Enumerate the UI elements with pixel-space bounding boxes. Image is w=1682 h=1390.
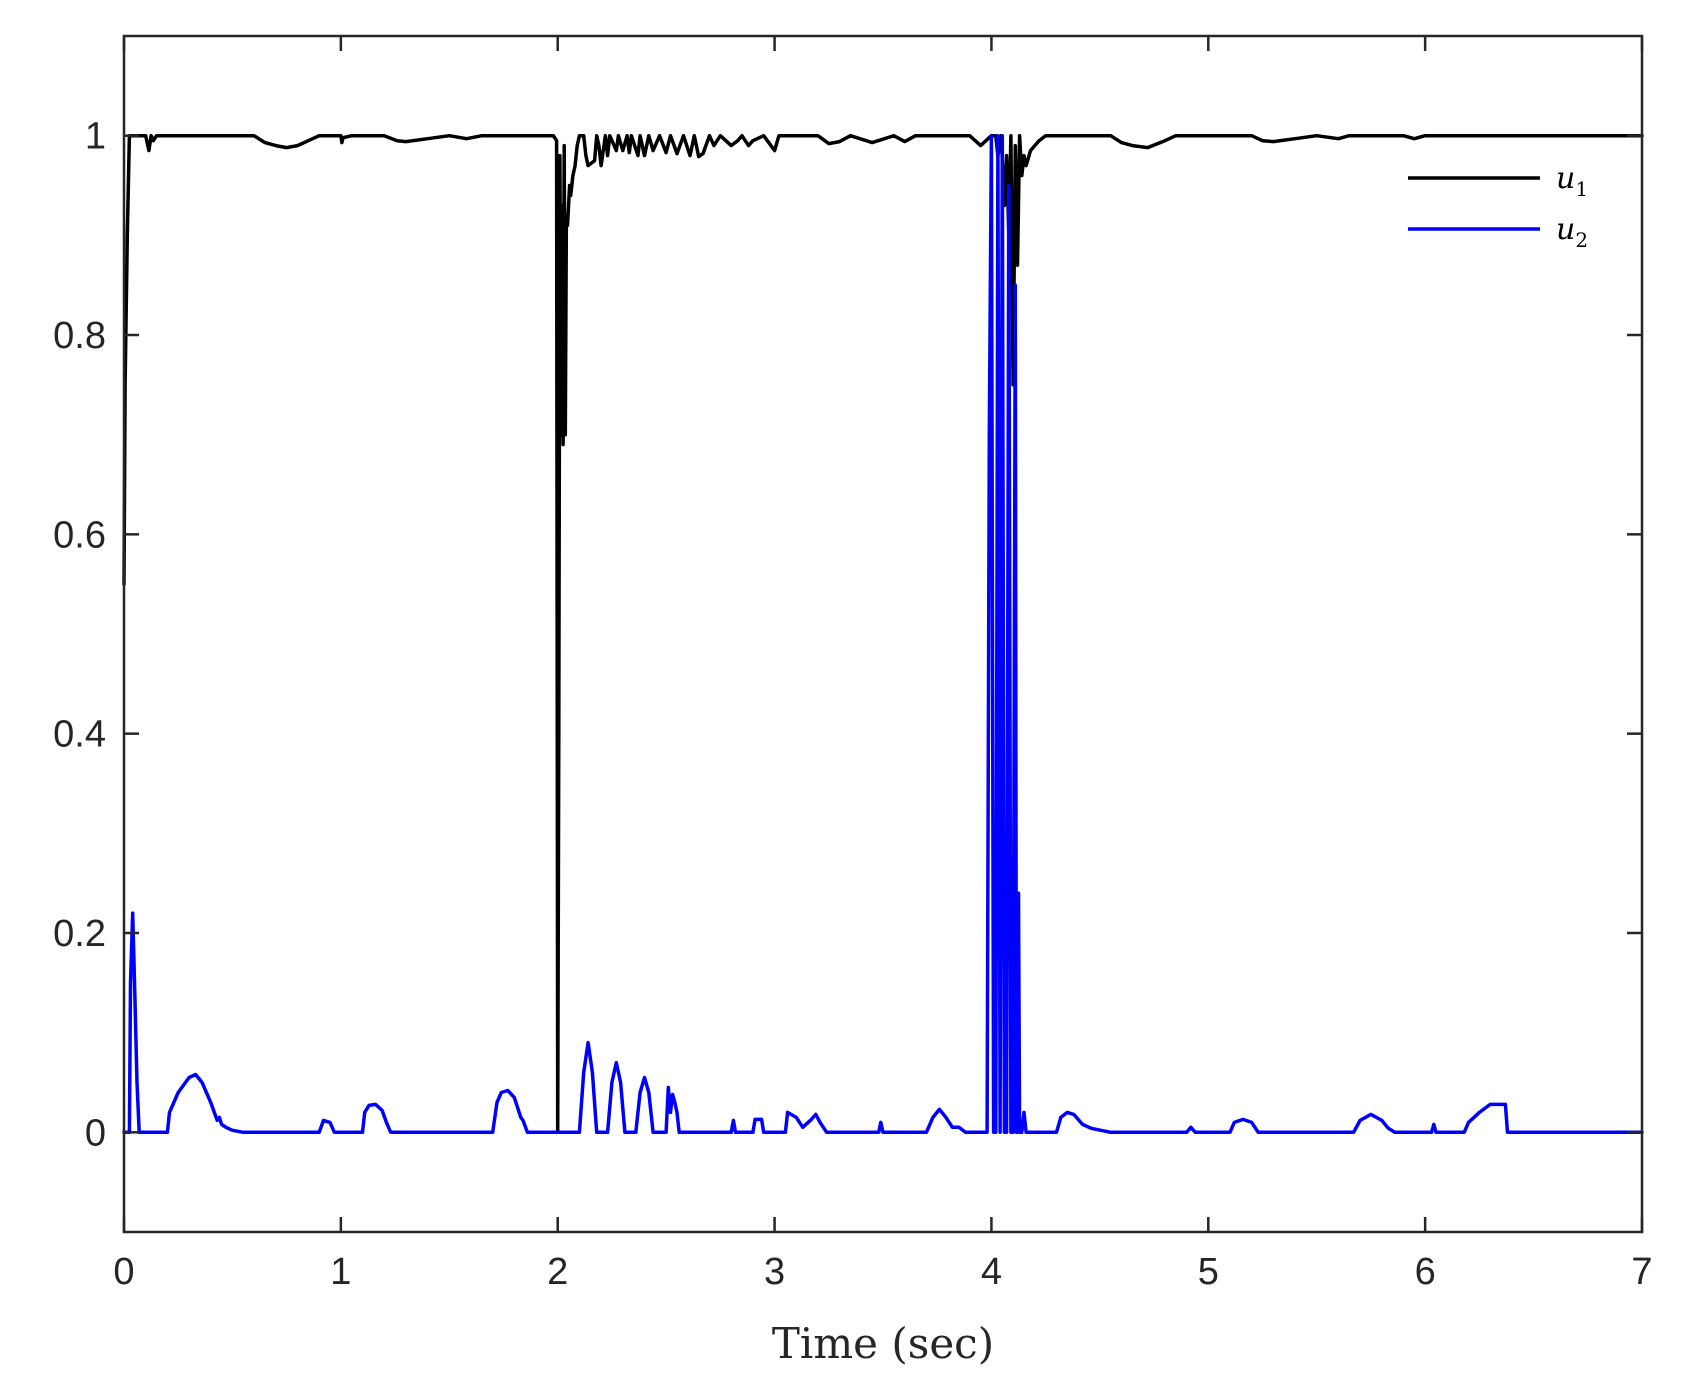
y-tick-label: 0.2 bbox=[53, 913, 106, 955]
plot-area bbox=[124, 36, 1642, 1232]
series-line-u1 bbox=[122, 133, 1644, 1135]
legend: u1 u2 bbox=[1408, 161, 1588, 252]
y-tick-label: 0.6 bbox=[53, 514, 106, 556]
legend-label-u2: u2 bbox=[1556, 212, 1588, 252]
y-tick-label: 1 bbox=[85, 116, 106, 158]
y-tick-label: 0 bbox=[85, 1112, 106, 1154]
ticks-layer: 0 1 2 3 4 5 6 7 0 0.2 0.4 0.6 0.8 1 bbox=[53, 36, 1653, 1293]
x-tick-label: 5 bbox=[1198, 1251, 1219, 1293]
series-layer bbox=[122, 133, 1644, 1135]
x-tick-label: 6 bbox=[1415, 1251, 1436, 1293]
y-tick-label: 0.4 bbox=[53, 714, 106, 756]
series-line-u2 bbox=[122, 133, 1644, 1135]
plot-frame bbox=[122, 34, 1644, 1234]
x-tick-label: 7 bbox=[1631, 1251, 1652, 1293]
legend-label-u1: u1 bbox=[1556, 161, 1588, 201]
x-axis-label: Time (sec) bbox=[772, 1319, 994, 1368]
y-tick-label: 0.8 bbox=[53, 315, 106, 357]
x-tick-label: 3 bbox=[764, 1251, 785, 1293]
x-tick-label: 2 bbox=[547, 1251, 568, 1293]
x-tick-label: 1 bbox=[330, 1251, 351, 1293]
x-tick-label: 0 bbox=[113, 1251, 134, 1293]
x-tick-label: 4 bbox=[981, 1251, 1002, 1293]
